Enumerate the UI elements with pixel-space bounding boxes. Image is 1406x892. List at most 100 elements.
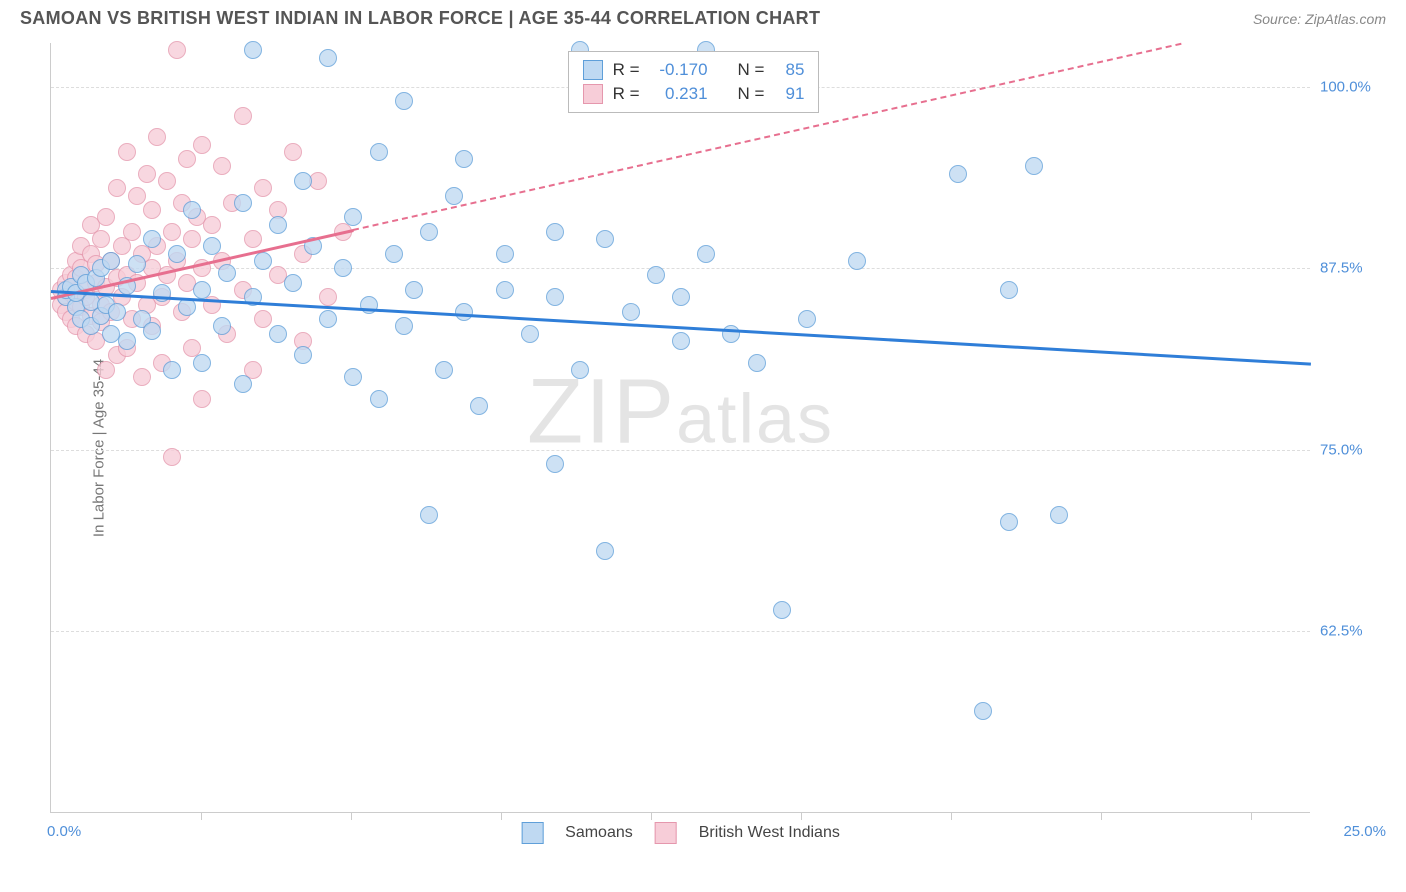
xtick — [201, 812, 202, 820]
ytick-label: 75.0% — [1320, 441, 1390, 458]
scatter-point — [203, 216, 221, 234]
scatter-point — [213, 157, 231, 175]
scatter-point — [1025, 157, 1043, 175]
scatter-point — [395, 92, 413, 110]
scatter-point — [445, 187, 463, 205]
source-label: Source: ZipAtlas.com — [1253, 11, 1386, 27]
scatter-point — [697, 245, 715, 263]
scatter-point — [344, 368, 362, 386]
scatter-point — [123, 223, 141, 241]
scatter-point — [344, 208, 362, 226]
scatter-point — [974, 702, 992, 720]
scatter-point — [218, 264, 236, 282]
scatter-point — [521, 325, 539, 343]
scatter-point — [1000, 513, 1018, 531]
ytick-label: 87.5% — [1320, 260, 1390, 277]
xtick — [501, 812, 502, 820]
xtick-label-start: 0.0% — [47, 823, 81, 840]
scatter-point — [546, 223, 564, 241]
ytick-label: 100.0% — [1320, 78, 1390, 95]
scatter-point — [647, 266, 665, 284]
scatter-point — [97, 208, 115, 226]
scatter-point — [143, 322, 161, 340]
xtick — [1101, 812, 1102, 820]
scatter-point — [128, 187, 146, 205]
scatter-point — [178, 150, 196, 168]
stat-n-value: 85 — [774, 60, 804, 80]
scatter-point — [848, 252, 866, 270]
scatter-point — [143, 230, 161, 248]
scatter-point — [193, 390, 211, 408]
xtick — [1251, 812, 1252, 820]
scatter-point — [138, 165, 156, 183]
scatter-point — [148, 128, 166, 146]
scatter-point — [949, 165, 967, 183]
scatter-point — [798, 310, 816, 328]
scatter-point — [143, 201, 161, 219]
legend-swatch — [655, 822, 677, 844]
scatter-point — [294, 346, 312, 364]
scatter-point — [193, 354, 211, 372]
scatter-point — [158, 172, 176, 190]
scatter-point — [92, 230, 110, 248]
scatter-point — [108, 303, 126, 321]
scatter-point — [370, 390, 388, 408]
scatter-point — [622, 303, 640, 321]
scatter-point — [269, 216, 287, 234]
scatter-point — [269, 325, 287, 343]
scatter-point — [319, 310, 337, 328]
scatter-point — [334, 259, 352, 277]
scatter-point — [168, 245, 186, 263]
stat-label-r: R = — [613, 84, 640, 104]
scatter-point — [284, 274, 302, 292]
plot-region: ZIPatlas 62.5%75.0%87.5%100.0%0.0%25.0%R… — [50, 43, 1310, 813]
scatter-point — [319, 288, 337, 306]
legend-swatch — [583, 60, 603, 80]
scatter-point — [672, 288, 690, 306]
scatter-point — [254, 179, 272, 197]
scatter-point — [773, 601, 791, 619]
stat-r-value: 0.231 — [650, 84, 708, 104]
scatter-point — [244, 230, 262, 248]
scatter-point — [118, 143, 136, 161]
xtick — [651, 812, 652, 820]
scatter-point — [128, 255, 146, 273]
xtick — [951, 812, 952, 820]
scatter-point — [546, 288, 564, 306]
scatter-point — [395, 317, 413, 335]
stat-r-value: -0.170 — [650, 60, 708, 80]
scatter-point — [203, 237, 221, 255]
scatter-point — [1000, 281, 1018, 299]
scatter-point — [193, 281, 211, 299]
xtick-label-end: 25.0% — [1343, 823, 1386, 840]
scatter-point — [455, 150, 473, 168]
stats-row: R = -0.170 N = 85 — [583, 58, 805, 82]
bottom-legend: SamoansBritish West Indians — [521, 822, 840, 844]
legend-label: Samoans — [565, 824, 633, 842]
scatter-point — [385, 245, 403, 263]
scatter-point — [108, 179, 126, 197]
stats-row: R =0.231N =91 — [583, 82, 805, 106]
scatter-point — [546, 455, 564, 473]
scatter-point — [405, 281, 423, 299]
scatter-point — [234, 194, 252, 212]
scatter-point — [571, 361, 589, 379]
scatter-point — [596, 542, 614, 560]
scatter-point — [244, 41, 262, 59]
stat-n-value: 91 — [774, 84, 804, 104]
gridline — [51, 631, 1310, 632]
scatter-point — [370, 143, 388, 161]
scatter-point — [722, 325, 740, 343]
scatter-point — [1050, 506, 1068, 524]
legend-swatch — [583, 84, 603, 104]
scatter-point — [168, 41, 186, 59]
xtick — [801, 812, 802, 820]
stat-label-r: R = — [613, 60, 640, 80]
gridline — [51, 268, 1310, 269]
scatter-point — [213, 317, 231, 335]
stat-label-n: N = — [738, 60, 765, 80]
scatter-point — [102, 252, 120, 270]
scatter-point — [234, 375, 252, 393]
ytick-label: 62.5% — [1320, 623, 1390, 640]
scatter-point — [234, 107, 252, 125]
